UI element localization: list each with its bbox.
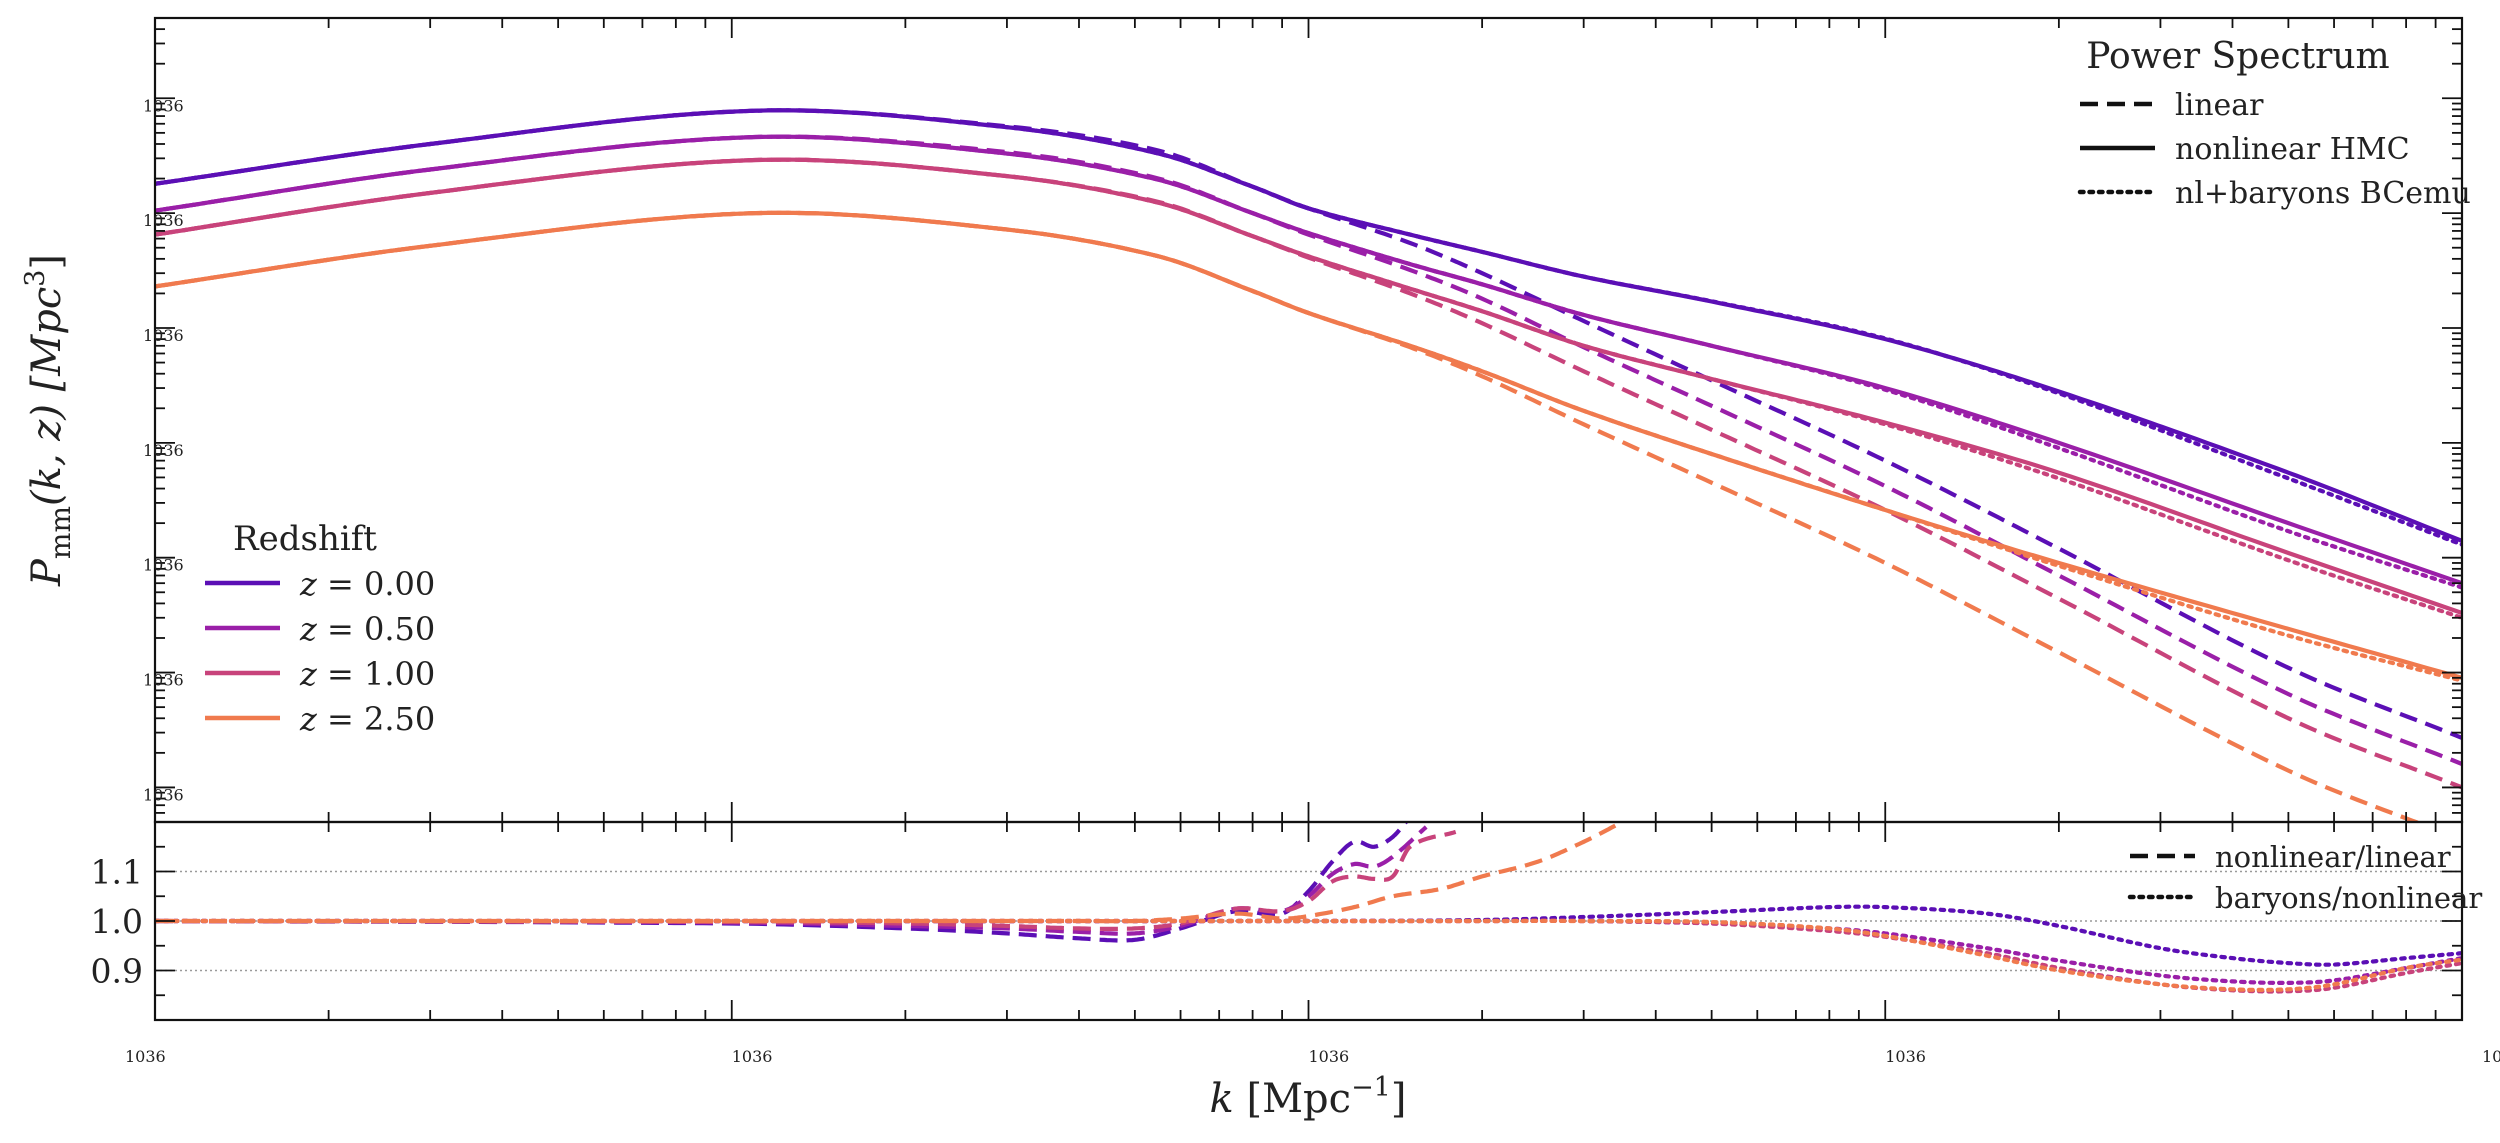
- svg-text:1036: 1036: [143, 785, 184, 804]
- svg-text:1036: 1036: [1885, 1047, 1926, 1066]
- svg-text:1036: 1036: [143, 441, 184, 460]
- ratio-line-baryons_nonlinear: [155, 918, 2462, 992]
- ratio-y-tick-label: 1.0: [91, 902, 143, 941]
- series-line-baryons: [155, 108, 2462, 547]
- ratio-y-tick-label: 1.1: [91, 853, 143, 892]
- x-axis-label: k [Mpc−1]: [1210, 1072, 1407, 1122]
- svg-text:1036: 1036: [125, 1047, 166, 1066]
- legend-style-label: nonlinear HMC: [2175, 132, 2410, 167]
- y-axis-label-group: Pmm(k, z) [Mpc3]: [20, 254, 77, 587]
- legend-redshift-label: z = 1.00: [299, 655, 435, 693]
- legend-style-title: Power Spectrum: [2086, 36, 2389, 77]
- legend-redshift-label: z = 2.50: [299, 700, 435, 738]
- svg-text:1036: 1036: [2482, 1047, 2500, 1066]
- series-line-baryons: [155, 210, 2462, 683]
- legend-redshift-label: z = 0.50: [299, 610, 435, 648]
- svg-text:1036: 1036: [143, 326, 184, 345]
- svg-text:1036: 1036: [143, 556, 184, 575]
- ratio-y-tick-label: 0.9: [91, 952, 143, 991]
- series-line-baryons: [155, 157, 2462, 620]
- legend-ratio-label: baryons/nonlinear: [2215, 881, 2482, 915]
- svg-text:1036: 1036: [143, 96, 184, 115]
- legend-ratio-label: nonlinear/linear: [2215, 840, 2451, 874]
- series-line-baryons: [155, 134, 2462, 590]
- svg-text:1036: 1036: [143, 671, 184, 690]
- legend-redshift-title: Redshift: [233, 519, 377, 559]
- legend-style-label: linear: [2175, 88, 2264, 123]
- y-axis-label: Pmm(k, z) [Mpc3]: [20, 254, 77, 587]
- svg-text:1036: 1036: [1309, 1047, 1350, 1066]
- legend-redshift-label: z = 0.00: [299, 565, 435, 603]
- ratio-line-nonlinear_linear: [155, 822, 1409, 943]
- svg-text:1036: 1036: [732, 1047, 773, 1066]
- svg-text:1036: 1036: [143, 211, 184, 230]
- legend-style-label: nl+baryons BCemu: [2175, 176, 2471, 211]
